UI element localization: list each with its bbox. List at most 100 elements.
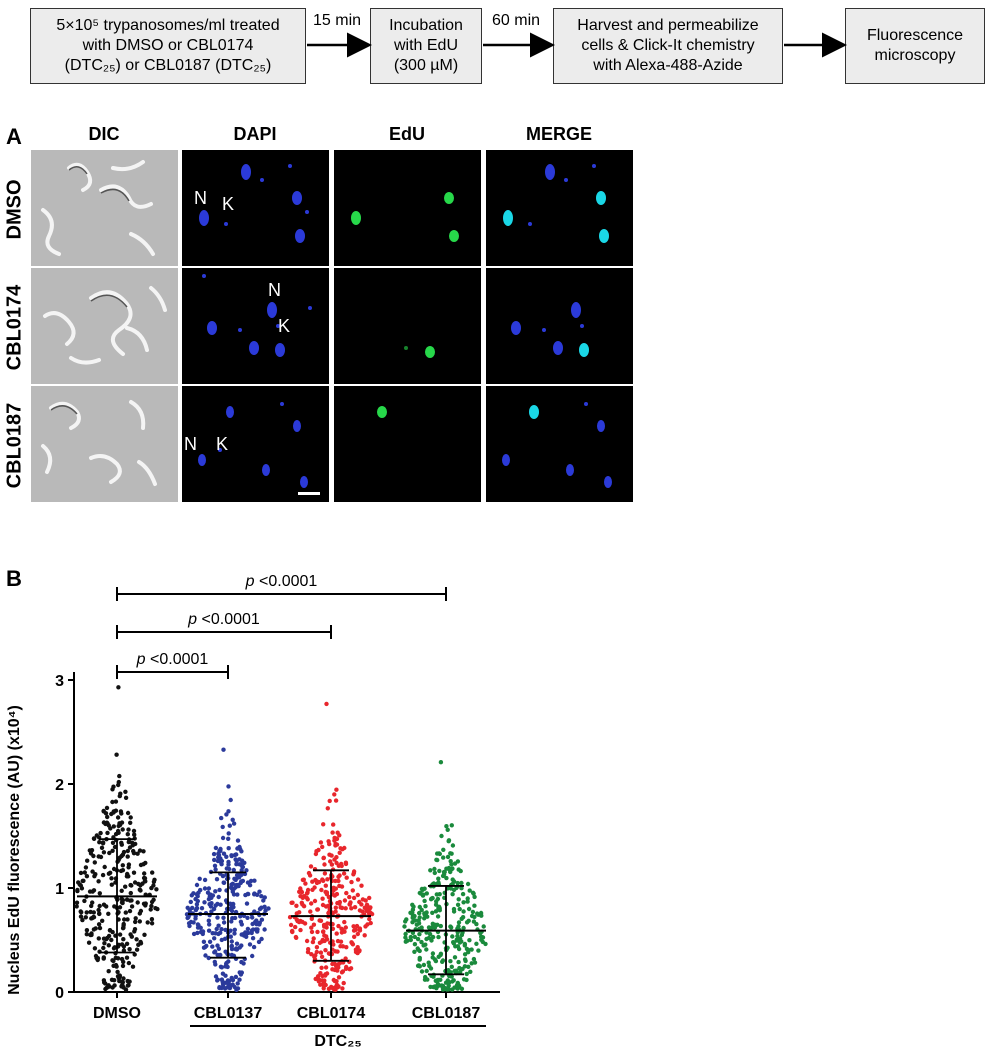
flow-text: cells & Click-It chemistry	[581, 37, 755, 54]
data-point	[347, 902, 352, 907]
data-point	[202, 877, 208, 883]
data-point	[455, 859, 461, 864]
data-point	[457, 906, 462, 912]
data-point	[456, 937, 462, 942]
data-point	[150, 870, 155, 875]
data-point	[422, 898, 427, 904]
data-point	[127, 979, 132, 984]
data-point	[117, 932, 123, 937]
data-point	[343, 966, 349, 971]
flow-arrow-label: 15 min	[313, 12, 362, 29]
data-point	[259, 894, 264, 899]
data-point	[194, 882, 200, 888]
data-point	[133, 916, 138, 921]
data-point	[467, 888, 472, 893]
data-point	[451, 887, 457, 893]
data-point	[219, 965, 224, 970]
data-point	[121, 849, 127, 855]
flow-arrow-label: 60 min	[492, 12, 541, 29]
data-point	[440, 985, 445, 990]
data-point	[110, 848, 115, 853]
data-point	[232, 984, 237, 990]
data-point	[429, 896, 434, 901]
row-label-cbl0174: CBL0174	[3, 284, 26, 371]
data-point	[98, 830, 103, 836]
data-point	[306, 870, 312, 876]
data-point	[218, 848, 223, 854]
data-point	[318, 840, 324, 845]
data-point	[332, 961, 338, 967]
data-point	[298, 894, 303, 899]
data-point	[202, 900, 207, 905]
data-point	[447, 980, 452, 985]
data-point	[353, 949, 359, 955]
data-point	[238, 914, 243, 919]
data-point	[129, 898, 134, 903]
data-point	[335, 949, 340, 954]
data-point	[245, 915, 250, 920]
micrograph-dapi-cbl0174: N K	[182, 268, 329, 384]
data-point	[419, 907, 424, 913]
data-point	[125, 810, 131, 816]
data-point	[450, 843, 456, 848]
nucleus-marker: N	[184, 434, 197, 454]
data-point	[434, 892, 439, 897]
data-point	[224, 812, 229, 817]
data-point	[221, 880, 226, 885]
data-point	[368, 920, 373, 926]
data-point	[199, 906, 205, 911]
data-point	[320, 929, 326, 934]
data-point	[121, 976, 126, 981]
data-point	[97, 840, 102, 845]
data-point	[237, 862, 242, 867]
p-value: <0.0001	[255, 573, 318, 590]
data-point	[149, 917, 155, 922]
data-point	[304, 895, 310, 901]
data-point	[323, 973, 328, 978]
data-point	[311, 922, 317, 927]
data-point	[107, 850, 112, 856]
data-point	[478, 930, 483, 936]
data-point	[321, 982, 326, 988]
flow-arrows	[307, 32, 847, 58]
data-point	[421, 943, 426, 948]
data-point	[322, 871, 328, 876]
data-point	[142, 871, 147, 876]
data-point	[132, 952, 137, 957]
data-point	[472, 894, 477, 900]
data-point	[266, 906, 271, 911]
data-point	[96, 879, 101, 884]
data-point	[309, 916, 314, 921]
micrograph-merge-dmso	[486, 150, 633, 266]
p-value-label: p <0.0001	[245, 573, 318, 590]
data-point	[212, 959, 217, 965]
data-point	[213, 974, 219, 979]
data-point	[465, 896, 470, 901]
data-point	[336, 975, 342, 980]
data-point	[78, 870, 84, 876]
data-point	[234, 862, 239, 867]
data-point	[359, 883, 364, 888]
data-point	[294, 935, 299, 940]
data-point	[474, 941, 479, 946]
data-point	[438, 760, 444, 765]
flow-text: (300 µM)	[393, 57, 459, 74]
data-point	[444, 824, 449, 829]
data-point	[97, 903, 102, 909]
data-point	[228, 797, 233, 803]
data-point	[339, 884, 345, 889]
data-point	[124, 897, 130, 902]
data-point	[237, 857, 242, 862]
data-point	[403, 931, 408, 937]
data-point	[83, 865, 89, 870]
data-point	[237, 970, 242, 975]
data-point	[464, 971, 469, 977]
data-point	[244, 901, 250, 906]
data-point	[430, 934, 436, 940]
data-point	[96, 854, 101, 859]
data-point	[449, 823, 454, 828]
micrograph-edu-dmso	[334, 150, 481, 266]
flow-text: (DTC₂₅) or CBL0187 (DTC₂₅)	[64, 57, 272, 74]
data-point	[132, 927, 138, 932]
data-point	[404, 917, 409, 922]
